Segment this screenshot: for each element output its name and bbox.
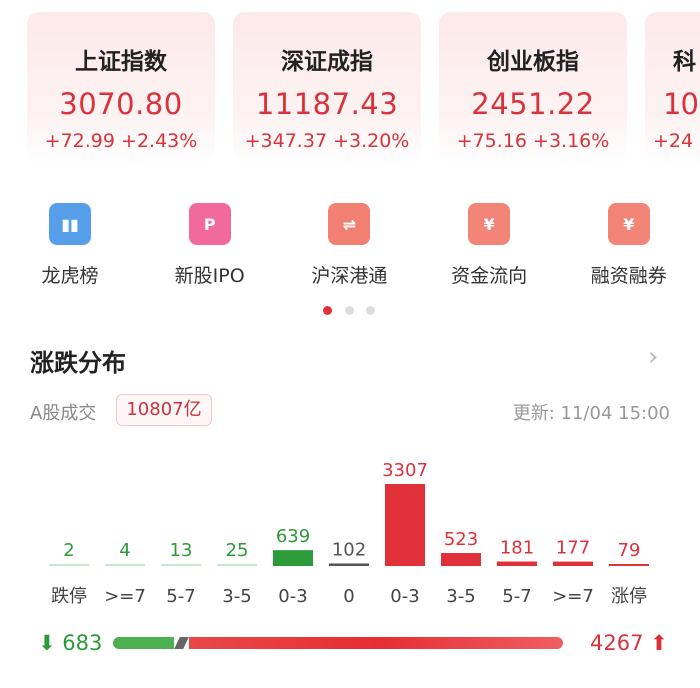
category-label: 涨停 — [611, 586, 647, 607]
category-label: 3-5 — [446, 586, 475, 607]
bar — [105, 564, 145, 566]
section-title: 涨跌分布 — [30, 349, 126, 377]
shortcut-label: 融资融券 — [590, 265, 667, 287]
arrow-up-icon: ⬆ — [650, 631, 668, 655]
bar — [441, 553, 481, 566]
index-name: 上证指数 — [75, 49, 167, 75]
index-value: 2451.22 — [471, 87, 595, 121]
bar-value-label: 79 — [618, 540, 641, 561]
down-count: ⬇ 683 — [38, 631, 102, 655]
up-count: 4267 ⬆ — [590, 631, 668, 655]
shortcut-0[interactable]: ▮▮ 龙虎榜 — [10, 203, 130, 288]
bar-value-label: 13 — [170, 540, 193, 561]
pager-dot[interactable] — [344, 306, 354, 315]
bar-value-label: 4 — [119, 540, 130, 561]
bar — [385, 484, 425, 566]
yuan-coin-icon: ¥ — [468, 203, 511, 245]
pager-dot[interactable] — [366, 306, 375, 315]
category-label: 跌停 — [51, 586, 87, 607]
index-change: +24 — [653, 130, 694, 152]
index-change: +72.99 +2.43% — [44, 130, 198, 152]
ratio-bar-up — [188, 637, 563, 649]
bar-value-label: 523 — [444, 529, 478, 550]
ratio-bar-down — [113, 637, 174, 649]
chevron-right-icon[interactable]: › — [648, 342, 659, 372]
yuan-ticket-icon: ¥ — [607, 203, 650, 245]
index-value: 11187.43 — [255, 87, 399, 121]
shortcut-4[interactable]: ¥ 融资融券 — [569, 203, 689, 288]
bar — [273, 550, 313, 566]
category-label: 5-7 — [166, 586, 195, 607]
bar — [553, 561, 593, 566]
category-label: >=7 — [104, 586, 146, 607]
index-name: 科 — [673, 49, 696, 75]
update-time: 更新: 11/04 15:00 — [512, 403, 670, 424]
category-label: 0 — [343, 586, 354, 607]
pager-dot[interactable] — [323, 306, 332, 315]
shortcut-label: 龙虎榜 — [41, 265, 99, 287]
index-card-shanghai[interactable]: 上证指数 3070.80 +72.99 +2.43% — [27, 12, 215, 165]
shortcut-3[interactable]: ¥ 资金流向 — [429, 203, 549, 288]
shortcut-label: 新股IPO — [174, 265, 245, 287]
index-change: +75.16 +3.16% — [456, 130, 610, 152]
ratio-bar — [113, 637, 563, 649]
ipo-p-icon: P — [188, 203, 231, 245]
bar — [217, 564, 257, 566]
bar — [329, 563, 369, 566]
down-count-value: 683 — [62, 631, 103, 655]
bar-value-label: 25 — [226, 540, 249, 561]
index-value: 3070.80 — [59, 87, 183, 121]
up-down-summary: ⬇ 683 4267 ⬆ — [0, 630, 700, 658]
category-label: 3-5 — [222, 586, 251, 607]
index-card-shenzhen[interactable]: 深证成指 11187.43 +347.37 +3.20% — [233, 12, 421, 165]
bar — [497, 561, 537, 566]
index-card-partial[interactable]: 科 10 +24 — [645, 12, 700, 165]
category-label: 0-3 — [390, 586, 419, 607]
shortcut-label: 资金流向 — [451, 265, 528, 287]
exchange-folder-icon: ⇌ — [328, 203, 371, 245]
index-name: 创业板指 — [487, 49, 579, 75]
distribution-chart: 2 跌停 4 >=7 13 5-7 25 3-5 639 0-3 102 0 3307 0-3 523 3-5… — [49, 460, 649, 607]
chart-doc-icon: ▮▮ — [49, 203, 91, 245]
bar — [609, 564, 649, 566]
category-label: 0-3 — [278, 586, 307, 607]
index-value: 10 — [663, 87, 699, 121]
ratio-bar-flat — [174, 637, 189, 649]
volume-badge: 10807亿 — [116, 394, 212, 426]
arrow-down-icon: ⬇ — [38, 631, 56, 655]
bar-value-label: 3307 — [382, 460, 428, 481]
category-label: 5-7 — [502, 586, 531, 607]
index-card-chinext[interactable]: 创业板指 2451.22 +75.16 +3.16% — [439, 12, 627, 165]
bar-value-label: 639 — [276, 526, 310, 547]
bar-value-label: 102 — [332, 539, 366, 560]
index-change: +347.37 +3.20% — [244, 130, 410, 152]
bar-value-label: 181 — [500, 538, 534, 559]
bar — [161, 564, 201, 566]
category-label: >=7 — [552, 586, 594, 607]
up-count-value: 4267 — [590, 631, 644, 655]
index-name: 深证成指 — [281, 49, 373, 75]
shortcut-2[interactable]: ⇌ 沪深港通 — [289, 203, 409, 288]
bar-value-label: 177 — [556, 538, 590, 559]
shortcut-1[interactable]: P 新股IPO — [150, 203, 270, 288]
volume-label: A股成交 — [30, 403, 97, 424]
bar — [49, 564, 89, 566]
shortcut-label: 沪深港通 — [311, 265, 388, 287]
bar-value-label: 2 — [63, 540, 74, 561]
